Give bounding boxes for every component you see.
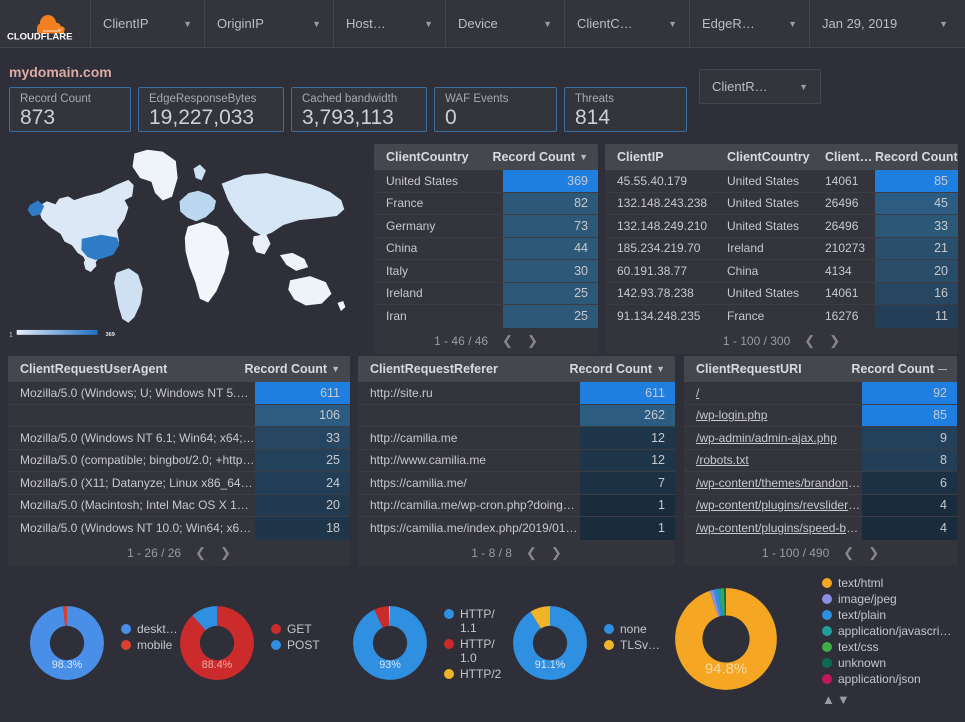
svg-text:1: 1 bbox=[9, 331, 13, 338]
svg-text:98.3%: 98.3% bbox=[52, 659, 83, 671]
svg-text:93%: 93% bbox=[379, 659, 401, 671]
svg-text:88.4%: 88.4% bbox=[202, 659, 233, 671]
svg-text:91.1%: 91.1% bbox=[535, 659, 566, 671]
svg-text:369: 369 bbox=[105, 332, 114, 338]
svg-text:94.8%: 94.8% bbox=[705, 662, 747, 678]
svg-text:CLOUDFLARE: CLOUDFLARE bbox=[7, 31, 72, 41]
